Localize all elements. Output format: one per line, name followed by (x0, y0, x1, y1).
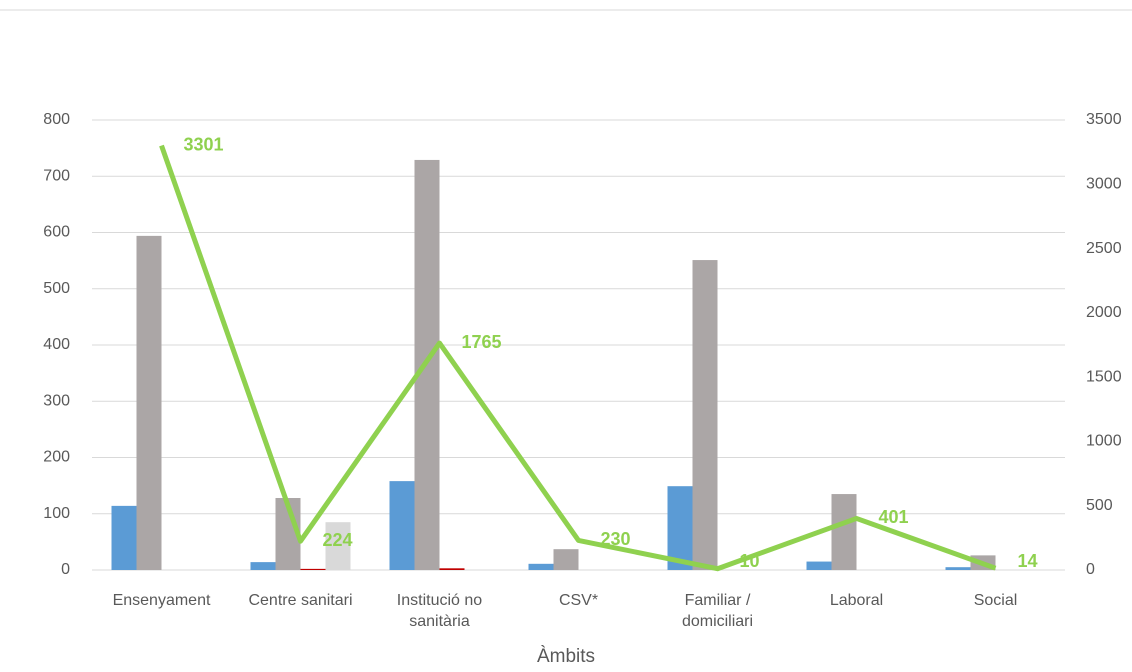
bar (667, 486, 693, 570)
bar (300, 568, 326, 570)
x-tick-label: Laboral (829, 592, 884, 609)
y-tick-label: 0 (61, 561, 70, 578)
y2-tick-label: 3000 (1086, 176, 1122, 193)
y-tick-label: 100 (43, 505, 70, 522)
y2-tick-label: 3500 (1086, 111, 1122, 128)
y-tick-label: 800 (43, 111, 70, 128)
bar (325, 522, 351, 570)
data-label: 224 (323, 530, 353, 550)
y-tick-label: 300 (43, 392, 70, 409)
y-tick-label: 500 (43, 280, 70, 297)
y2-tick-label: 2000 (1086, 304, 1122, 321)
x-tick-label: Centre sanitari (248, 592, 353, 609)
data-label: 10 (740, 551, 760, 571)
y2-tick-label: 500 (1086, 497, 1113, 514)
bar (553, 549, 579, 570)
line (159, 144, 997, 572)
data-label: 3301 (184, 134, 224, 154)
x-tick-label: Ensenyament (112, 592, 211, 609)
x-tick-label: Institució no sanitària (396, 592, 483, 630)
y-tick-label: 600 (43, 224, 70, 241)
bar (806, 561, 832, 570)
bar (692, 260, 718, 570)
bar (111, 505, 137, 570)
bar (945, 567, 971, 570)
bar (831, 494, 857, 570)
x-tick-label: CSV* (558, 592, 599, 609)
y-tick-label: 400 (43, 336, 70, 353)
bar (250, 562, 276, 570)
data-label: 1765 (462, 332, 502, 352)
y-tick-label: 700 (43, 167, 70, 184)
data-label: 230 (601, 529, 631, 549)
y2-tick-label: 0 (1086, 561, 1095, 578)
y2-tick-label: 1000 (1086, 433, 1122, 450)
bar (528, 563, 554, 570)
y2-tick-label: 1500 (1086, 368, 1122, 385)
y2-tick-label: 2500 (1086, 240, 1122, 257)
x-tick-label: Social (973, 592, 1018, 609)
y-tick-label: 200 (43, 449, 70, 466)
x-axis-title: Àmbits (536, 646, 596, 667)
data-label: 401 (879, 507, 909, 527)
bar (136, 235, 162, 570)
x-tick-label: Familiar / domiciliari (681, 592, 754, 630)
bar (389, 481, 415, 570)
bar (439, 568, 465, 570)
data-label: 14 (1018, 551, 1038, 571)
